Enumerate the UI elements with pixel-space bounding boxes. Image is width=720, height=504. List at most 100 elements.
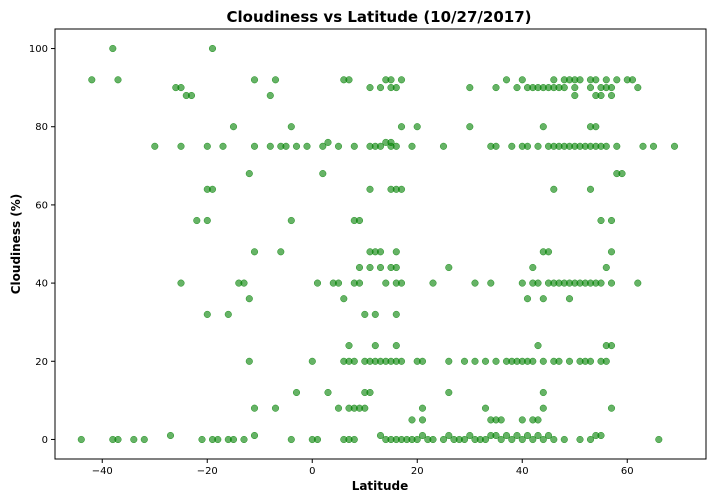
- data-point: [550, 76, 558, 84]
- data-point: [350, 357, 358, 365]
- data-point: [308, 357, 316, 365]
- data-point: [607, 84, 616, 92]
- data-point: [497, 416, 505, 424]
- data-point: [508, 435, 516, 444]
- data-point: [166, 431, 175, 440]
- data-point: [492, 84, 500, 92]
- data-point: [618, 170, 626, 178]
- data-point: [602, 357, 610, 365]
- data-point: [198, 435, 206, 444]
- data-point: [628, 76, 637, 84]
- data-point: [597, 431, 605, 440]
- data-point: [529, 435, 537, 444]
- data-point: [208, 185, 217, 193]
- data-point: [392, 263, 400, 272]
- data-point: [203, 310, 211, 318]
- data-point: [397, 357, 406, 365]
- data-point: [324, 138, 332, 146]
- data-point: [466, 431, 474, 440]
- data-point: [151, 142, 159, 150]
- x-tick-label: 20: [411, 466, 424, 477]
- data-point: [418, 404, 427, 412]
- data-point: [565, 357, 574, 365]
- data-point: [313, 279, 322, 287]
- data-point: [487, 279, 495, 287]
- data-point: [418, 416, 427, 424]
- data-point: [529, 357, 537, 365]
- data-point: [529, 263, 537, 272]
- data-point: [481, 435, 490, 444]
- data-point: [271, 404, 280, 412]
- data-point: [649, 142, 658, 150]
- data-point: [250, 404, 259, 412]
- data-point: [602, 142, 610, 150]
- data-point: [539, 357, 547, 365]
- data-point: [334, 404, 343, 412]
- data-point: [240, 279, 248, 287]
- data-point: [576, 76, 584, 84]
- data-point: [481, 357, 490, 365]
- plot-area-frame: [54, 28, 707, 460]
- data-point: [571, 91, 579, 100]
- data-point: [345, 342, 353, 350]
- data-point: [471, 357, 479, 365]
- data-point: [523, 295, 532, 303]
- data-point: [319, 170, 327, 178]
- data-point: [392, 342, 400, 350]
- data-point: [350, 142, 358, 150]
- y-tick-label: 80: [35, 122, 48, 133]
- data-point: [303, 142, 311, 150]
- data-point: [445, 388, 453, 397]
- x-axis-label: Latitude: [352, 479, 409, 493]
- data-point: [565, 295, 574, 303]
- data-point: [439, 435, 448, 444]
- data-point: [460, 357, 469, 365]
- y-tick-label: 40: [35, 279, 48, 290]
- data-point: [670, 142, 679, 150]
- data-point: [319, 142, 327, 150]
- data-point: [607, 248, 616, 256]
- axis-ticks: −40 −20 0 20 40 60 0 20 40 60 80 100: [29, 44, 634, 477]
- data-point: [586, 84, 595, 92]
- data-point: [523, 142, 532, 150]
- data-point: [376, 263, 385, 272]
- x-tick-label: 0: [309, 466, 315, 477]
- data-point: [534, 431, 542, 440]
- data-point: [539, 404, 547, 412]
- data-point: [334, 279, 343, 287]
- data-point: [366, 388, 374, 397]
- data-point: [597, 91, 605, 100]
- data-point: [613, 142, 621, 150]
- data-point: [266, 91, 274, 100]
- data-point: [418, 431, 427, 440]
- data-point: [408, 142, 416, 150]
- data-point: [550, 185, 558, 193]
- data-point: [287, 216, 295, 225]
- data-point: [481, 404, 490, 412]
- data-point: [313, 435, 322, 444]
- data-point: [534, 416, 542, 424]
- data-point: [371, 342, 379, 350]
- data-point: [502, 76, 511, 84]
- data-point: [492, 142, 500, 150]
- data-point: [597, 279, 605, 287]
- data-point: [613, 76, 621, 84]
- data-point: [445, 357, 453, 365]
- data-point: [177, 84, 185, 92]
- data-point: [392, 142, 400, 150]
- data-point: [287, 123, 295, 131]
- data-point: [250, 431, 259, 440]
- data-point: [502, 431, 511, 440]
- data-point: [361, 310, 369, 318]
- y-tick-label: 0: [42, 435, 48, 446]
- data-point: [376, 431, 385, 440]
- data-point: [177, 279, 185, 287]
- data-point: [518, 76, 526, 84]
- data-point: [460, 435, 469, 444]
- data-point: [130, 435, 138, 444]
- data-point: [392, 248, 400, 256]
- data-point: [607, 342, 616, 350]
- data-point: [245, 295, 253, 303]
- data-point: [534, 342, 542, 350]
